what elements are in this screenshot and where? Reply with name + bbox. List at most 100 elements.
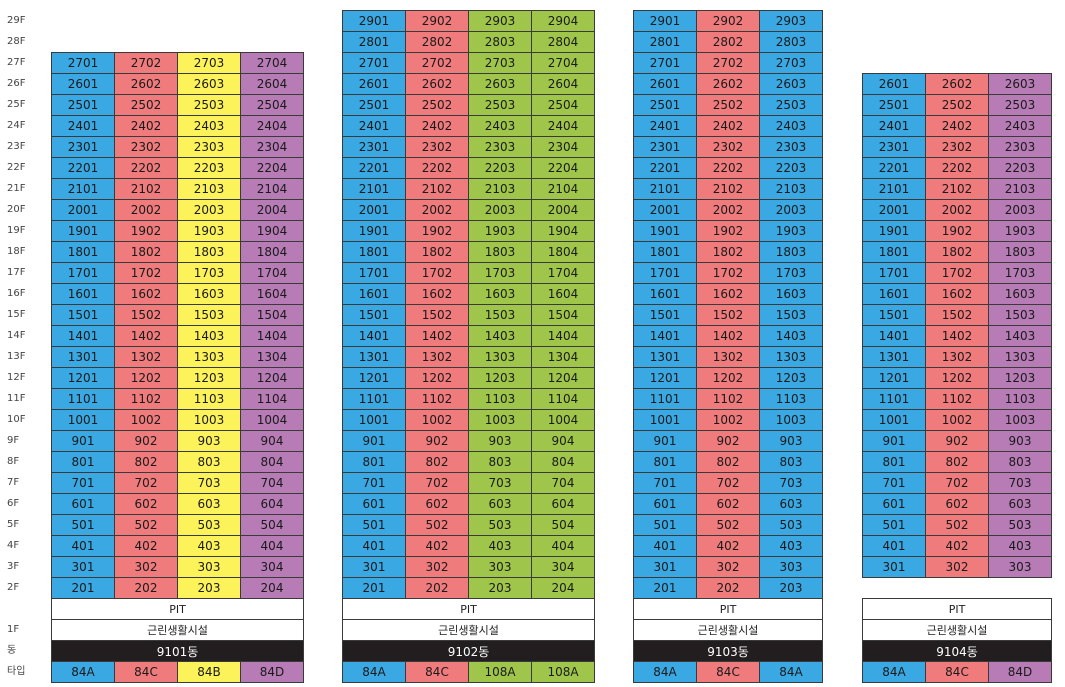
unit-cell: 2102: [114, 178, 178, 200]
unit-cell: 2601: [862, 73, 926, 95]
floor-label: 1F: [7, 624, 20, 635]
unit-cell: 1403: [468, 325, 532, 347]
unit-cell: 2101: [51, 178, 115, 200]
unit-cell: 1704: [531, 262, 595, 284]
unit-cell: 2301: [342, 136, 406, 158]
unit-cell: 203: [177, 577, 241, 599]
unit-cell: 1003: [988, 409, 1052, 431]
unit-cell: 1603: [759, 283, 823, 305]
unit-cell: 2402: [405, 115, 469, 137]
floor-label: 23F: [7, 141, 26, 152]
floor-label: 3F: [7, 561, 20, 572]
unit-cell: 2602: [696, 73, 760, 95]
unit-cell: 2903: [468, 10, 532, 32]
unit-cell: 502: [696, 514, 760, 536]
unit-cell: 1403: [177, 325, 241, 347]
unit-cell: 2201: [862, 157, 926, 179]
unit-cell: 1404: [531, 325, 595, 347]
unit-cell: 604: [240, 493, 304, 515]
unit-cell: 1503: [468, 304, 532, 326]
unit-cell: 1304: [240, 346, 304, 368]
unit-cell: 1103: [468, 388, 532, 410]
pit-row: PIT: [342, 598, 595, 620]
unit-cell: 604: [531, 493, 595, 515]
unit-cell: 1202: [405, 367, 469, 389]
unit-cell: 2103: [759, 178, 823, 200]
unit-cell: 1301: [342, 346, 406, 368]
unit-cell: 201: [342, 577, 406, 599]
unit-cell: 902: [696, 430, 760, 452]
unit-cell: 2602: [114, 73, 178, 95]
floor-label: 20F: [7, 204, 26, 215]
unit-cell: 703: [468, 472, 532, 494]
unit-cell: 2204: [240, 157, 304, 179]
unit-cell: 304: [240, 556, 304, 578]
unit-cell: 1701: [862, 262, 926, 284]
unit-cell: 901: [51, 430, 115, 452]
unit-cell: 2403: [988, 115, 1052, 137]
floor-label: 6F: [7, 498, 20, 509]
unit-cell: 1001: [862, 409, 926, 431]
unit-cell: 903: [988, 430, 1052, 452]
unit-cell: 1803: [988, 241, 1052, 263]
unit-cell: 302: [696, 556, 760, 578]
unit-cell: 1801: [342, 241, 406, 263]
unit-cell: 602: [114, 493, 178, 515]
unit-cell: 2901: [633, 10, 697, 32]
unit-cell: 2603: [988, 73, 1052, 95]
unit-type-cell: 84C: [696, 661, 760, 683]
unit-cell: 2801: [342, 31, 406, 53]
unit-type-cell: 84A: [759, 661, 823, 683]
unit-cell: 803: [988, 451, 1052, 473]
unit-cell: 803: [759, 451, 823, 473]
unit-cell: 1904: [531, 220, 595, 242]
unit-cell: 2901: [342, 10, 406, 32]
unit-cell: 702: [696, 472, 760, 494]
unit-cell: 2001: [862, 199, 926, 221]
unit-cell: 1504: [531, 304, 595, 326]
unit-cell: 2503: [759, 94, 823, 116]
unit-cell: 1202: [925, 367, 989, 389]
unit-cell: 801: [633, 451, 697, 473]
unit-cell: 2604: [240, 73, 304, 95]
unit-type-cell: 84A: [51, 661, 115, 683]
unit-cell: 801: [862, 451, 926, 473]
unit-cell: 1802: [114, 241, 178, 263]
unit-cell: 1803: [759, 241, 823, 263]
unit-cell: 2401: [342, 115, 406, 137]
floor-label: 17F: [7, 267, 26, 278]
unit-cell: 2401: [633, 115, 697, 137]
unit-cell: 2403: [468, 115, 532, 137]
floor-label: 5F: [7, 519, 20, 530]
unit-cell: 401: [633, 535, 697, 557]
unit-cell: 2202: [925, 157, 989, 179]
unit-cell: 1102: [925, 388, 989, 410]
unit-cell: 2601: [51, 73, 115, 95]
unit-cell: 2802: [405, 31, 469, 53]
unit-cell: 1001: [51, 409, 115, 431]
unit-cell: 2102: [696, 178, 760, 200]
unit-cell: 603: [759, 493, 823, 515]
unit-cell: 2003: [988, 199, 1052, 221]
unit-cell: 1104: [240, 388, 304, 410]
unit-cell: 701: [633, 472, 697, 494]
unit-cell: 401: [342, 535, 406, 557]
unit-cell: 2403: [177, 115, 241, 137]
unit-cell: 1503: [988, 304, 1052, 326]
building-name: 9101동: [51, 640, 304, 662]
unit-cell: 2202: [696, 157, 760, 179]
unit-cell: 1702: [405, 262, 469, 284]
unit-cell: 1701: [51, 262, 115, 284]
unit-cell: 1303: [988, 346, 1052, 368]
unit-cell: 2702: [405, 52, 469, 74]
unit-cell: 2601: [633, 73, 697, 95]
unit-cell: 801: [342, 451, 406, 473]
unit-cell: 503: [468, 514, 532, 536]
unit-cell: 2803: [468, 31, 532, 53]
unit-cell: 1901: [342, 220, 406, 242]
unit-cell: 1902: [696, 220, 760, 242]
unit-cell: 703: [988, 472, 1052, 494]
unit-cell: 1201: [342, 367, 406, 389]
unit-cell: 2201: [51, 157, 115, 179]
unit-cell: 502: [114, 514, 178, 536]
